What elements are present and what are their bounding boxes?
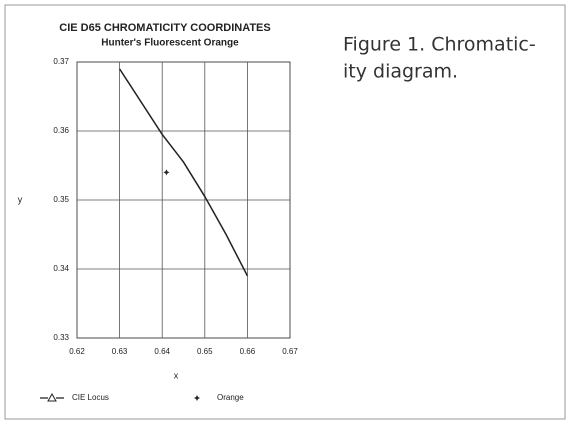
x-tick-label: 0.63 bbox=[112, 347, 128, 356]
y-tick-label: 0.33 bbox=[53, 333, 69, 342]
legend-label: CIE Locus bbox=[72, 393, 109, 402]
legend-marker bbox=[47, 392, 57, 402]
chart-title: CIE D65 CHROMATICITY COORDINATES bbox=[59, 22, 270, 34]
x-axis-label: x bbox=[174, 370, 179, 380]
chart-subtitle: Hunter's Fluorescent Orange bbox=[101, 38, 239, 49]
x-tick-label: 0.64 bbox=[154, 347, 170, 356]
x-tick-label: 0.67 bbox=[282, 347, 298, 356]
y-axis-label: y bbox=[18, 194, 23, 204]
x-tick-label: 0.62 bbox=[69, 347, 85, 356]
caption-line: Figure 1. Chromatic- bbox=[343, 34, 536, 56]
legend-label: Orange bbox=[217, 393, 244, 402]
series-line bbox=[118, 68, 249, 277]
x-tick-label: 0.65 bbox=[197, 347, 213, 356]
legend-gap bbox=[48, 393, 56, 403]
x-tick-label: 0.66 bbox=[240, 347, 256, 356]
y-tick-label: 0.35 bbox=[53, 195, 69, 204]
data-point bbox=[163, 169, 170, 176]
frame bbox=[4, 4, 566, 420]
legend-marker bbox=[194, 395, 200, 401]
y-tick-label: 0.36 bbox=[53, 126, 69, 135]
caption-line: ity diagram. bbox=[343, 61, 458, 83]
y-tick-label: 0.37 bbox=[53, 57, 69, 66]
y-tick-label: 0.34 bbox=[53, 264, 69, 273]
